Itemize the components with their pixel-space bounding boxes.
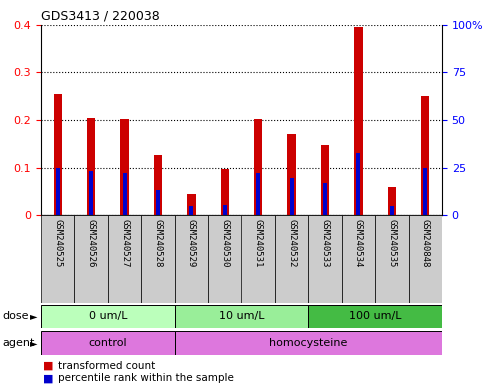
Bar: [356, 153, 360, 215]
Text: GSM240528: GSM240528: [154, 220, 162, 268]
Bar: [254, 119, 262, 215]
Bar: [120, 119, 129, 215]
Bar: [275, 215, 308, 303]
Bar: [123, 173, 127, 215]
Text: homocysteine: homocysteine: [269, 338, 347, 348]
Bar: [287, 134, 296, 215]
Bar: [108, 215, 142, 303]
Bar: [323, 183, 327, 215]
Text: control: control: [88, 338, 127, 348]
Bar: [175, 305, 308, 328]
Text: 0 um/L: 0 um/L: [88, 311, 127, 321]
Bar: [187, 194, 196, 215]
Bar: [421, 96, 429, 215]
Bar: [189, 207, 193, 215]
Text: agent: agent: [2, 338, 35, 348]
Text: ■: ■: [43, 373, 54, 383]
Text: 10 um/L: 10 um/L: [219, 311, 264, 321]
Bar: [409, 215, 442, 303]
Text: percentile rank within the sample: percentile rank within the sample: [58, 373, 234, 383]
Text: GSM240534: GSM240534: [354, 220, 363, 268]
Bar: [223, 205, 227, 215]
Bar: [290, 178, 294, 215]
Bar: [142, 215, 175, 303]
Text: dose: dose: [2, 311, 29, 321]
Bar: [354, 27, 363, 215]
Bar: [388, 187, 396, 215]
Bar: [321, 145, 329, 215]
Text: ►: ►: [30, 338, 38, 348]
Text: GSM240848: GSM240848: [421, 220, 430, 268]
Text: GSM240533: GSM240533: [321, 220, 329, 268]
Bar: [375, 215, 409, 303]
Bar: [56, 167, 60, 215]
Bar: [41, 215, 74, 303]
Bar: [89, 171, 93, 215]
Bar: [308, 215, 342, 303]
Bar: [54, 94, 62, 215]
Bar: [423, 167, 427, 215]
Bar: [242, 215, 275, 303]
Bar: [221, 169, 229, 215]
Bar: [74, 215, 108, 303]
Bar: [308, 305, 442, 328]
Bar: [87, 118, 95, 215]
Text: ►: ►: [30, 311, 38, 321]
Text: GSM240535: GSM240535: [387, 220, 397, 268]
Text: 100 um/L: 100 um/L: [349, 311, 401, 321]
Bar: [41, 305, 175, 328]
Bar: [175, 215, 208, 303]
Bar: [208, 215, 242, 303]
Bar: [256, 173, 260, 215]
Text: GSM240527: GSM240527: [120, 220, 129, 268]
Text: transformed count: transformed count: [58, 361, 155, 371]
Text: GDS3413 / 220038: GDS3413 / 220038: [41, 9, 160, 22]
Text: GSM240531: GSM240531: [254, 220, 263, 268]
Text: GSM240532: GSM240532: [287, 220, 296, 268]
Bar: [342, 215, 375, 303]
Bar: [154, 155, 162, 215]
Text: GSM240529: GSM240529: [187, 220, 196, 268]
Text: GSM240530: GSM240530: [220, 220, 229, 268]
Bar: [156, 190, 160, 215]
Text: GSM240526: GSM240526: [86, 220, 96, 268]
Text: GSM240525: GSM240525: [53, 220, 62, 268]
Bar: [175, 331, 442, 355]
Bar: [390, 207, 394, 215]
Bar: [41, 331, 175, 355]
Text: ■: ■: [43, 361, 54, 371]
